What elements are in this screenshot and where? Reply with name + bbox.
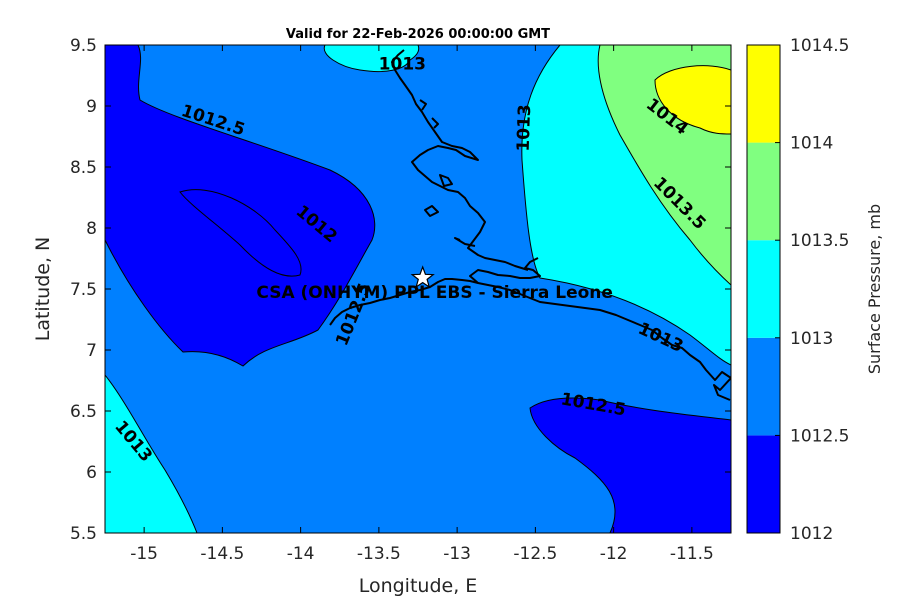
colorbar-frame <box>746 44 781 534</box>
y-axis-label: Latitude, N <box>32 237 54 342</box>
y-tick-label: 9.5 <box>70 36 97 56</box>
colorbar-segment <box>747 45 780 143</box>
x-tick-label: -12 <box>600 544 628 564</box>
pressure-band-1013-southwest <box>105 374 198 533</box>
pressure-band-1012-northwest <box>105 45 376 367</box>
y-tick-label: 7 <box>86 341 97 361</box>
x-axis-ticks: -15 -14.5 -14 -13.5 -13 -12.5 -12 -11.5 <box>130 45 714 564</box>
y-axis-ticks: 5.5 6 6.5 7 7.5 8 8.5 9 9.5 <box>70 36 731 544</box>
y-tick-label: 9 <box>86 97 97 117</box>
y-tick-label: 6 <box>86 463 97 483</box>
colorbar-segment <box>747 240 780 338</box>
colorbar-tick-label: 1014 <box>790 134 833 154</box>
colorbar-segment <box>747 337 780 436</box>
colorbar-segment <box>747 435 780 533</box>
contour-label: 1013 <box>514 104 536 152</box>
x-tick-label: -13 <box>443 544 471 564</box>
pressure-band-1012-southeast <box>529 397 731 533</box>
contour-label: 1013 <box>379 55 426 75</box>
colorbar <box>747 45 780 533</box>
x-tick-label: -14.5 <box>200 544 244 564</box>
y-tick-label: 5.5 <box>70 524 97 544</box>
map-title: Valid for 22-Feb-2026 00:00:00 GMT <box>286 27 550 42</box>
x-tick-label: -13.5 <box>357 544 401 564</box>
colorbar-tick-label: 1013 <box>790 329 833 349</box>
colorbar-tick-label: 1014.5 <box>790 36 849 56</box>
x-tick-label: -12.5 <box>513 544 557 564</box>
x-tick-label: -11.5 <box>670 544 714 564</box>
y-tick-label: 7.5 <box>70 280 97 300</box>
colorbar-segment <box>747 142 780 241</box>
site-label: CSA (ONHYM) PPL EBS - Sierra Leone <box>256 283 613 303</box>
y-tick-label: 8.5 <box>70 158 97 178</box>
site-marker-group: CSA (ONHYM) PPL EBS - Sierra Leone <box>256 265 613 303</box>
colorbar-tick-label: 1012 <box>790 524 833 544</box>
y-tick-label: 6.5 <box>70 402 97 422</box>
x-tick-label: -15 <box>130 544 158 564</box>
pressure-band-1014 <box>654 65 731 135</box>
colorbar-tick-label: 1013.5 <box>790 231 849 251</box>
y-tick-label: 8 <box>86 219 97 239</box>
colorbar-tick-label: 1012.5 <box>790 426 849 446</box>
contour-line-1012-closed <box>179 189 302 277</box>
colorbar-ticks: 1012 1012.5 1013 1013.5 1014 1014.5 <box>775 36 849 544</box>
contour-map <box>105 45 731 533</box>
x-axis-label: Longitude, E <box>359 575 478 597</box>
coastline <box>329 49 731 401</box>
x-tick-label: -14 <box>287 544 315 564</box>
site-star-icon[interactable] <box>410 265 435 289</box>
colorbar-label: Surface Pressure, mb <box>865 204 884 374</box>
